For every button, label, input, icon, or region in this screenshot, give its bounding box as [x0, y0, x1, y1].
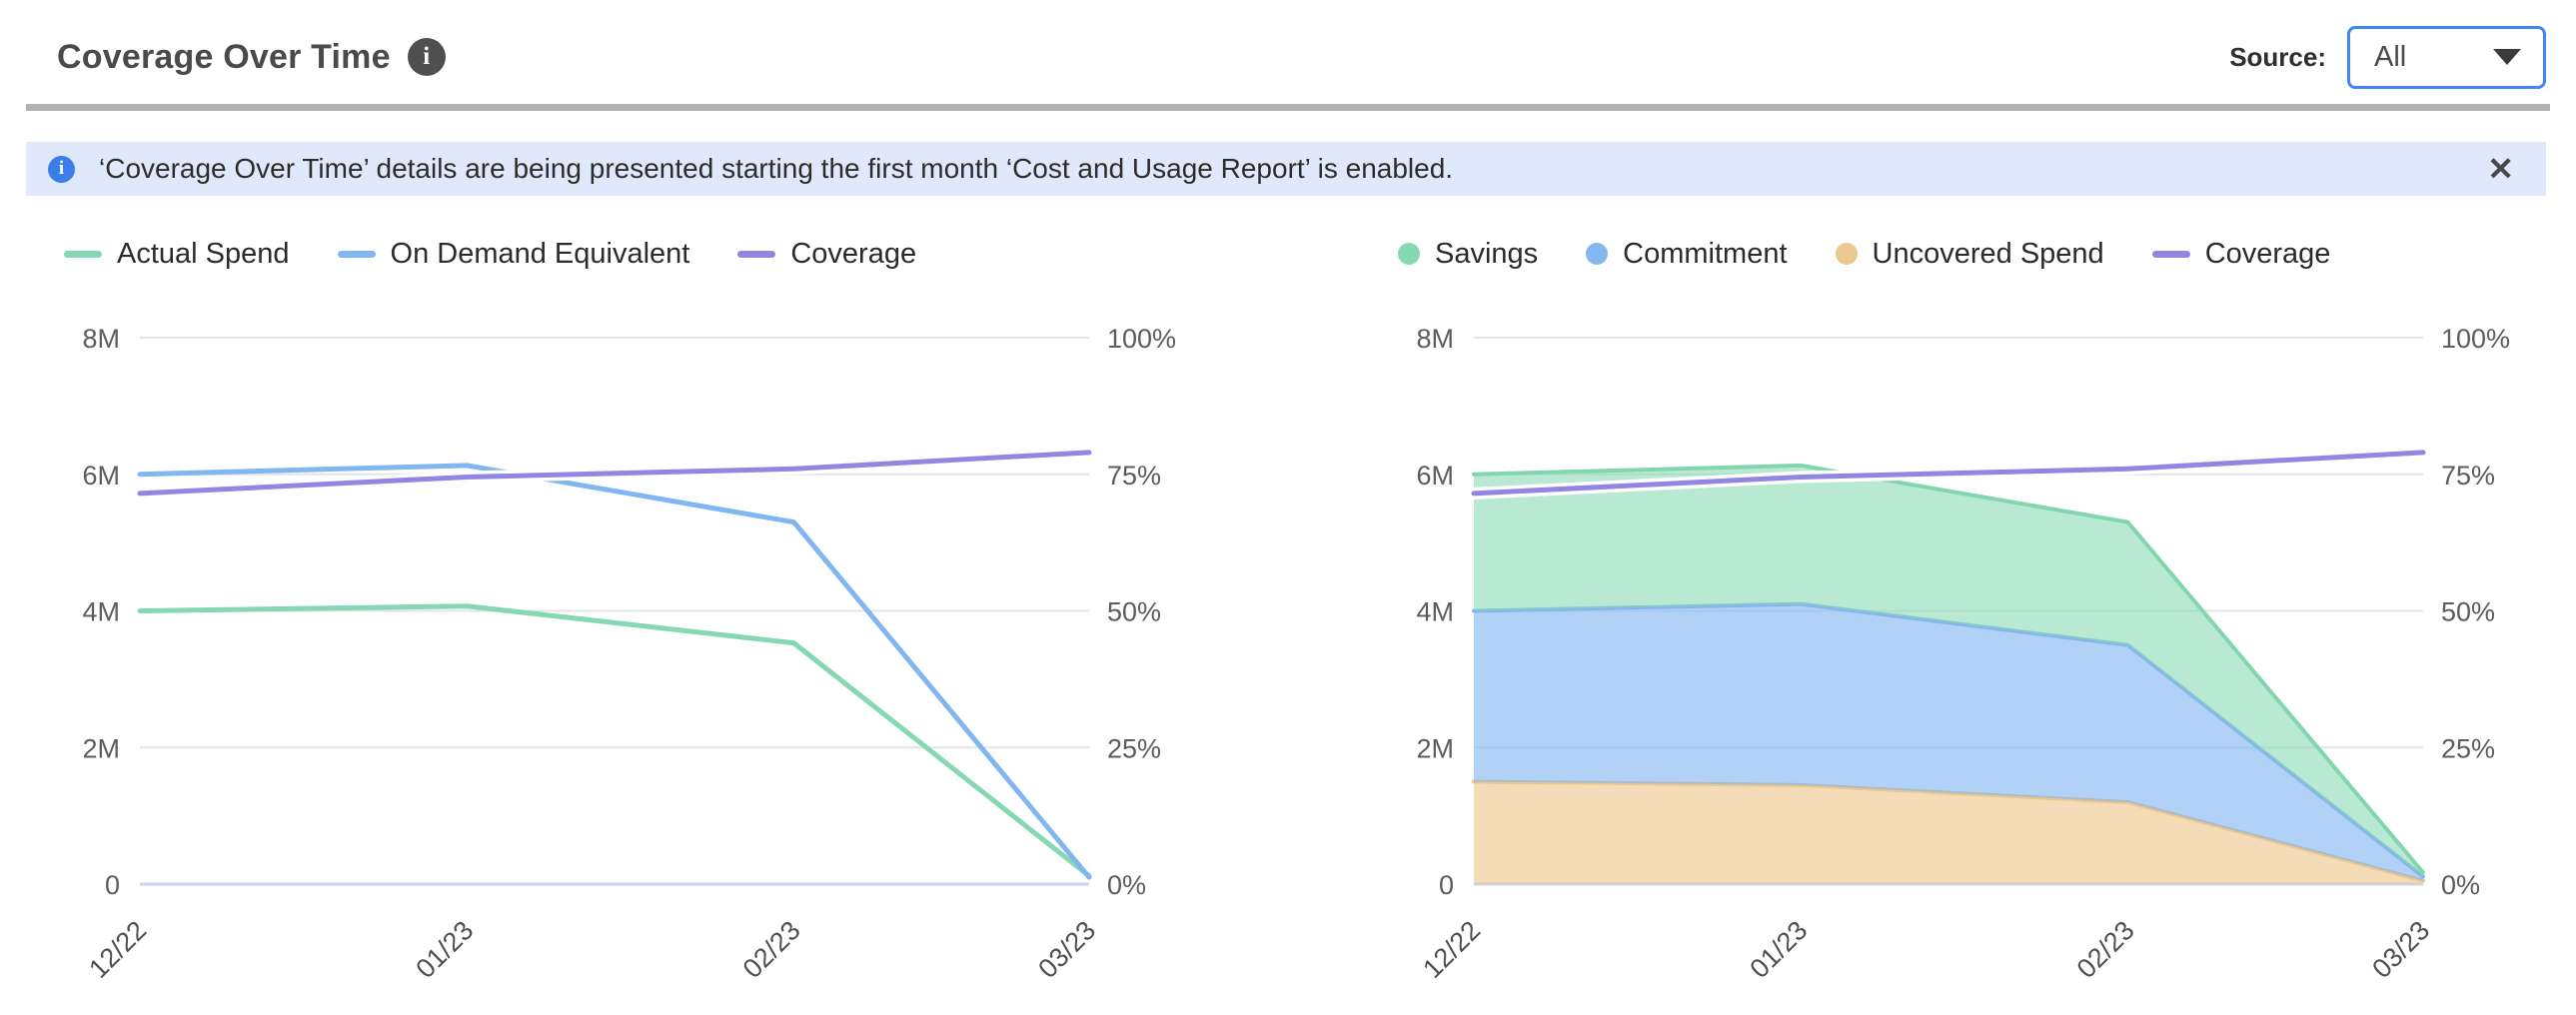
y-axis-tick: 2M — [82, 733, 120, 763]
legend-item-coverage[interactable]: Coverage — [737, 238, 916, 271]
y-axis-tick: 6M — [1416, 461, 1454, 491]
savings-swatch-icon — [1398, 243, 1420, 265]
legend-item-savings[interactable]: Savings — [1398, 238, 1538, 271]
y-axis-tick: 0 — [105, 870, 120, 900]
coverage-swatch-icon — [737, 250, 776, 258]
source-select-value: All — [2374, 40, 2407, 73]
x-axis-tick: 01/23 — [410, 915, 479, 984]
legend-item-actual-spend[interactable]: Actual Spend — [64, 238, 290, 271]
source-label: Source: — [2229, 41, 2326, 72]
charts-row: Actual Spend On Demand Equivalent Coverage… — [0, 196, 2576, 993]
y2-axis-tick: 50% — [2441, 597, 2495, 627]
spend-coverage-chart[interactable]: 8M 100% 6M 75% 4M 50% 2M 25% 0 0% 12/22 01/23 02/23 0… — [40, 288, 1216, 993]
legend-label: Savings — [1435, 237, 1539, 270]
y-axis-tick: 4M — [82, 597, 120, 627]
coverage-swatch-icon — [2151, 250, 2190, 258]
y2-axis-tick: 0% — [2441, 870, 2480, 900]
y2-axis-tick: 75% — [2441, 461, 2495, 491]
savings-breakdown-chart[interactable]: 8M 100% 6M 75% 4M 50% 2M 25% 0 0% 12/22 01/23 02/23 0… — [1374, 288, 2550, 993]
x-axis-tick: 02/23 — [737, 915, 806, 984]
x-axis-tick: 12/22 — [1417, 915, 1486, 984]
area-chart-legend: Savings Commitment Uncovered Spend Coverage — [1374, 236, 2550, 272]
y2-axis-tick: 25% — [2441, 733, 2495, 763]
x-axis-tick: 02/23 — [2071, 915, 2140, 984]
area-chart-block: Savings Commitment Uncovered Spend Coverage… — [1374, 236, 2550, 993]
actual-spend-swatch-icon — [64, 250, 102, 258]
line-chart-block: Actual Spend On Demand Equivalent Coverage… — [40, 236, 1216, 993]
legend-item-on-demand-equivalent[interactable]: On Demand Equivalent — [337, 237, 690, 271]
coverage-line — [1471, 450, 2426, 497]
y2-axis-tick: 25% — [1107, 733, 1161, 763]
y-axis-tick: 4M — [1416, 597, 1454, 627]
legend-label: Coverage — [790, 237, 917, 270]
info-banner: i ‘Coverage Over Time’ details are being… — [26, 142, 2546, 196]
y-axis-tick: 2M — [1416, 733, 1454, 763]
info-icon: i — [48, 155, 75, 183]
legend-label: On Demand Equivalent — [390, 237, 690, 270]
y2-axis-tick: 100% — [1107, 324, 1176, 354]
header-controls: Source: All — [2229, 25, 2546, 89]
legend-item-commitment[interactable]: Commitment — [1586, 237, 1788, 271]
x-axis-tick: 01/23 — [1744, 915, 1813, 984]
y-axis-tick: 8M — [1416, 324, 1454, 354]
info-icon[interactable]: i — [407, 38, 446, 76]
legend-label: Uncovered Spend — [1872, 237, 2104, 270]
y2-axis-tick: 100% — [2441, 324, 2510, 354]
legend-item-uncovered-spend[interactable]: Uncovered Spend — [1835, 237, 2104, 271]
legend-label: Actual Spend — [117, 237, 290, 270]
y-axis-tick: 8M — [82, 324, 120, 354]
commitment-area — [1474, 603, 2423, 881]
y-axis-tick: 0 — [1439, 870, 1454, 900]
page-title: Coverage Over Time — [57, 37, 391, 76]
on-demand-equivalent-line — [137, 463, 1092, 880]
line-chart-legend: Actual Spend On Demand Equivalent Coverage — [40, 236, 1216, 272]
source-select[interactable]: All — [2347, 25, 2546, 89]
x-axis-tick: 03/23 — [1032, 915, 1101, 984]
banner-text: ‘Coverage Over Time’ details are being p… — [99, 153, 1454, 184]
coverage-line — [137, 450, 1092, 497]
header-divider — [26, 104, 2550, 111]
savings-area — [1474, 465, 2423, 877]
y-axis-tick: 6M — [82, 461, 120, 491]
y2-axis-tick: 0% — [1107, 870, 1146, 900]
legend-label: Coverage — [2204, 237, 2331, 270]
legend-label: Commitment — [1623, 237, 1788, 270]
close-icon[interactable]: ✕ — [2487, 151, 2514, 187]
on-demand-equivalent-swatch-icon — [337, 250, 376, 258]
savings-area-edge — [1472, 463, 2425, 875]
actual-spend-line — [137, 603, 1092, 879]
y2-axis-tick: 50% — [1107, 597, 1161, 627]
commitment-swatch-icon — [1586, 243, 1609, 265]
panel-header: Coverage Over Time i Source: All — [0, 0, 2576, 90]
legend-item-coverage[interactable]: Coverage — [2151, 237, 2331, 271]
y2-axis-tick: 75% — [1107, 461, 1161, 491]
x-axis-tick: 12/22 — [83, 915, 152, 984]
x-axis-tick: 03/23 — [2366, 915, 2435, 984]
uncovered-spend-area — [1474, 781, 2423, 884]
chevron-down-icon — [2493, 49, 2521, 65]
uncovered-spend-swatch-icon — [1835, 243, 1858, 265]
